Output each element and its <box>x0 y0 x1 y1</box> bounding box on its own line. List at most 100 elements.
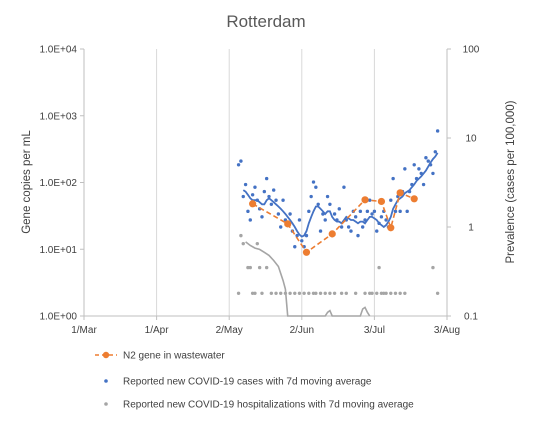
hospital-point <box>239 233 243 238</box>
hospital-point <box>250 291 255 295</box>
wastewater-line <box>252 191 415 254</box>
hospital-point <box>389 291 393 295</box>
hospital-point <box>382 291 386 295</box>
y2-tick-label: 10 <box>465 134 477 145</box>
hospital-point <box>393 291 398 295</box>
y-tick-label: 1.0E+02 <box>39 178 77 189</box>
case-point <box>356 233 360 238</box>
case-point <box>426 159 430 163</box>
hospital-point <box>328 291 332 295</box>
case-point <box>353 215 358 219</box>
wastewater-point <box>377 197 386 206</box>
case-point <box>405 209 409 214</box>
case-point <box>311 180 316 184</box>
legend-cases-marker <box>104 379 108 383</box>
hospital-point <box>398 291 402 295</box>
case-point <box>276 212 281 216</box>
case-point <box>260 215 264 219</box>
hospital-point <box>377 265 381 270</box>
case-point <box>358 209 363 214</box>
case-point <box>346 225 351 229</box>
hospital-point <box>253 291 257 295</box>
y-axis-title: Gene copies per mL <box>21 130 33 234</box>
hospital-point <box>368 291 372 295</box>
case-point <box>243 182 248 187</box>
case-point <box>431 171 435 176</box>
case-point <box>370 212 374 216</box>
case-point <box>281 198 285 202</box>
case-point <box>398 209 402 214</box>
hospital-point <box>274 291 278 295</box>
hospital-point <box>257 265 262 270</box>
hospital-point <box>248 265 252 270</box>
case-point <box>304 233 309 238</box>
hospital-point <box>241 241 245 246</box>
hospital-point <box>318 291 323 295</box>
case-point <box>307 209 311 214</box>
case-point <box>323 218 327 222</box>
case-point <box>293 245 297 249</box>
y2-tick-label: 100 <box>463 45 480 56</box>
case-point <box>421 182 426 187</box>
legend: N2 gene in wastewater Reported new COVID-… <box>95 351 414 411</box>
hospital-point <box>431 265 435 270</box>
wastewater-point <box>387 224 395 232</box>
case-point <box>314 185 318 189</box>
case-point <box>241 194 245 199</box>
case-point <box>325 194 330 199</box>
case-point <box>271 188 276 192</box>
hospital-point <box>236 291 241 295</box>
case-point <box>309 194 313 199</box>
case-point <box>236 163 241 167</box>
legend-wastewater-label: N2 gene in wastewater <box>123 351 225 362</box>
case-point <box>264 176 269 181</box>
hospital-point <box>297 291 302 295</box>
case-point <box>267 194 271 199</box>
case-point <box>339 225 344 229</box>
axes: 1/Mar 1/Apr 2/May 2/Jun 3/Jul 3/Aug 1.0E+00 1.0… <box>39 45 479 337</box>
legend-cases-label: Reported new COVID-19 cases with 7d movi… <box>123 377 372 388</box>
y-tick-label: 1.0E+04 <box>39 45 77 56</box>
case-point <box>372 209 377 214</box>
case-point <box>375 229 379 233</box>
hospital-point <box>311 291 316 295</box>
case-point <box>269 202 274 206</box>
case-point <box>424 156 428 160</box>
case-point <box>332 212 337 216</box>
hospital-point <box>307 291 311 295</box>
case-point <box>248 218 252 222</box>
hospital-point <box>375 291 379 295</box>
case-point <box>253 185 257 189</box>
wastewater-point <box>361 196 369 204</box>
hospital-point <box>344 291 348 295</box>
case-point <box>365 209 370 214</box>
wastewater-point <box>328 230 336 238</box>
case-point <box>342 185 346 189</box>
case-point <box>246 209 250 214</box>
hospital-point <box>363 291 367 295</box>
hospital-point <box>370 291 374 295</box>
case-point <box>360 225 365 229</box>
cases-series <box>236 129 440 249</box>
case-point <box>337 207 341 211</box>
case-point <box>368 198 372 202</box>
case-point <box>349 229 353 233</box>
hospital-point <box>379 291 384 295</box>
y-tick-label: 1.0E+01 <box>39 245 77 256</box>
case-point <box>403 167 407 171</box>
x-tick-label: 3/Jul <box>364 325 385 336</box>
hospital-series <box>236 233 440 317</box>
case-point <box>435 129 440 133</box>
x-tick-label: 2/May <box>216 325 243 336</box>
hospital-point <box>293 291 297 295</box>
case-point <box>393 209 398 214</box>
legend-hospital-marker <box>104 402 108 406</box>
hospital-point <box>302 291 306 295</box>
case-point <box>300 239 304 243</box>
case-point <box>297 218 302 222</box>
case-point <box>316 202 320 206</box>
hospital-point <box>353 291 358 295</box>
wastewater-series <box>249 189 418 256</box>
case-point <box>239 159 243 163</box>
